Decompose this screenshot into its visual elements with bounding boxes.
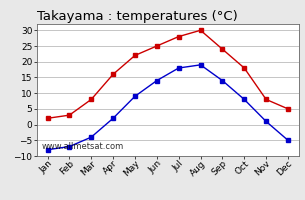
Text: Takayama : temperatures (°C): Takayama : temperatures (°C) [37, 10, 237, 23]
Text: www.allmetsat.com: www.allmetsat.com [42, 142, 124, 151]
